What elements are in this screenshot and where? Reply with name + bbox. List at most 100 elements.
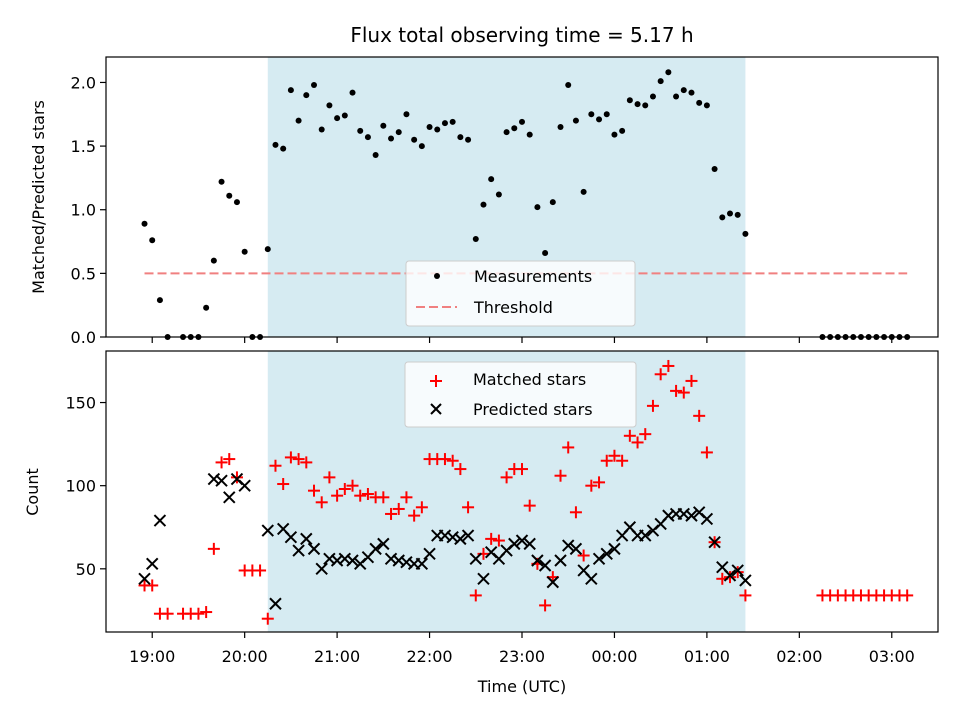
measurement-point [395,129,402,136]
matched-star-point [600,454,613,467]
measurement-point [619,127,626,134]
measurement-point [480,201,487,208]
predicted-star-marker-b [515,534,529,547]
measurement-point [549,199,556,206]
measurement-point [434,126,441,133]
predicted-star-point [284,531,298,544]
measurement-point [703,102,710,109]
measurement-point [226,192,233,199]
measurement-point [272,141,279,148]
predicted-star-point [238,479,251,492]
measurement-point [403,111,410,118]
legend-measurements-label: Measurements [474,267,592,286]
measurement-point [311,82,317,88]
matched-star-point [315,496,328,509]
predicted-star-point [523,537,536,551]
matched-star-point [192,607,205,620]
matched-star-point [593,476,606,489]
measurement-point [649,93,656,100]
matched-star-point [331,489,344,502]
measurement-point [457,134,464,141]
matched-star-point [608,449,621,462]
matched-star-point [693,409,706,422]
matched-star-point [554,469,567,482]
predicted-star-point [531,554,544,567]
predicted-star-marker-b [138,572,151,586]
matched-star-point [901,589,914,602]
matched-star-point [616,454,629,467]
top-y-ticks: 0.0 0.5 1.0 1.5 2.0 [71,73,106,347]
x-tick-label: 00:00 [591,647,637,666]
bottom-y-axis-label: Count [23,468,42,516]
measurement-point [534,204,541,211]
measurement-point [411,136,418,143]
measurement-point [526,131,533,138]
measurement-point [719,214,726,221]
measurement-point [580,188,587,195]
predicted-star-marker-b [238,479,251,492]
top-y-axis-label: Matched/Predicted stars [29,100,48,294]
matched-star-point [639,428,652,441]
predicted-star-point [461,529,475,542]
matched-star-point [700,446,713,459]
bottom-y-ticks: 50 100 150 [65,394,106,579]
legend-matched-marker [430,375,442,387]
predicted-star-point [546,575,560,589]
matched-star-point [361,487,374,500]
matched-star-point [308,484,320,497]
measurement-point [657,78,664,85]
x-tick-label: 22:00 [407,647,453,666]
predicted-star-marker-b [723,569,737,582]
bottom-plot-frame [105,350,939,633]
matched-star-point [516,463,528,476]
measurement-point [673,93,680,100]
x-tick-label: 01:00 [684,647,730,666]
x-tick-label: 23:00 [499,647,545,666]
bottom-legend-box [404,361,637,428]
predicted-star-point [292,544,305,557]
matched-star-point [631,436,644,449]
predicted-star-point [592,552,606,566]
legend-predicted-marker [430,403,442,415]
measurement-point [341,112,348,119]
measurement-point [634,101,641,108]
predicted-star-point [300,532,313,546]
measurement-point [557,124,564,130]
predicted-star-marker-b [692,506,706,519]
measurement-point [565,82,572,88]
y-tick-label: 2.0 [71,73,96,92]
matched-star-point [292,453,305,466]
predicted-star-marker-b [276,522,290,536]
predicted-star-point [415,557,429,571]
predicted-star-point [377,537,390,551]
legend-threshold-label: Threshold [473,298,553,317]
top-plot-frame [105,56,939,338]
predicted-star-point [608,542,621,556]
predicted-star-point [454,532,467,546]
matched-star-point [377,491,390,504]
matched-star-point [385,507,398,520]
predicted-star-point [731,564,744,577]
top-legend-box [405,260,636,327]
matched-star-point [146,579,159,592]
predicted-star-marker-b [469,552,482,566]
y-tick-label: 1.5 [71,137,96,156]
measurement-point [357,127,364,134]
matched-star-point [654,368,667,381]
matched-star-point [500,471,513,484]
predicted-star-point [700,512,714,526]
matched-star-point [662,359,675,372]
predicted-star-point [477,572,490,586]
predicted-star-point [269,597,282,610]
predicted-star-marker-b [600,547,613,561]
predicted-star-point [223,491,236,504]
x-tick-label: 20:00 [222,647,268,666]
x-tick-label: 21:00 [314,647,360,666]
measurement-point [727,210,733,217]
predicted-star-marker-b [315,562,328,576]
predicted-star-point [538,559,552,572]
predicted-star-marker-b [585,572,598,586]
predicted-star-marker-b [523,537,536,551]
matched-star-point [323,471,336,484]
matched-star-point [254,564,267,577]
